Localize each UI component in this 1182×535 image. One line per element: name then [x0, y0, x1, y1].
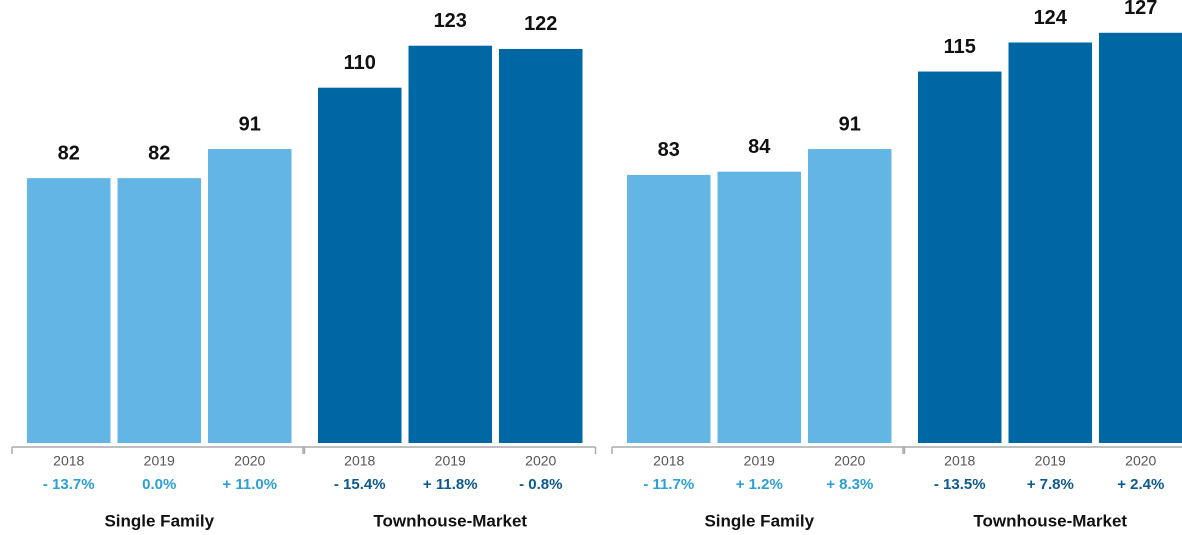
change-label: + 1.2% [736, 476, 783, 493]
year-label: 2020 [834, 453, 865, 469]
group-label: Townhouse-Market [973, 511, 1127, 530]
year-label: 2019 [435, 453, 466, 469]
bar [627, 174, 711, 443]
change-label: + 11.8% [423, 476, 478, 493]
change-label: + 7.8% [1027, 476, 1074, 493]
bar [318, 87, 402, 443]
value-label: 122 [524, 13, 557, 35]
change-label: - 15.4% [334, 476, 386, 493]
value-label: 84 [748, 136, 771, 158]
bar [208, 149, 292, 443]
change-label: - 13.7% [43, 476, 95, 493]
bar [1008, 42, 1092, 443]
group-label: Single Family [104, 511, 214, 530]
value-label: 82 [148, 142, 170, 164]
year-label: 2020 [234, 453, 265, 469]
change-label: - 0.8% [519, 476, 562, 493]
value-label: 82 [58, 142, 80, 164]
year-label: 2018 [944, 453, 975, 469]
change-label: + 8.3% [826, 476, 873, 493]
change-label: 0.0% [142, 476, 176, 493]
bar [717, 171, 801, 443]
bar [27, 178, 111, 443]
change-label: + 2.4% [1117, 476, 1164, 493]
bar [1099, 32, 1182, 443]
value-label: 91 [839, 113, 861, 135]
bar [918, 71, 1002, 444]
year-label: 2019 [744, 453, 775, 469]
value-label: 115 [944, 36, 976, 58]
value-label: 127 [1124, 0, 1157, 19]
group-label: Single Family [704, 511, 814, 530]
year-label: 2018 [53, 453, 84, 469]
value-label: 110 [344, 52, 376, 74]
year-label: 2020 [1125, 453, 1156, 469]
year-label: 2018 [344, 453, 375, 469]
change-label: - 13.5% [934, 476, 986, 493]
year-label: 2018 [653, 453, 684, 469]
value-label: 83 [658, 139, 680, 161]
group-label: Townhouse-Market [373, 511, 527, 530]
value-label: 124 [1034, 7, 1068, 29]
bar [408, 45, 492, 444]
value-label: 91 [239, 113, 261, 135]
year-label: 2020 [525, 453, 556, 469]
year-label: 2019 [1035, 453, 1066, 469]
bar [117, 178, 201, 443]
change-label: + 11.0% [222, 476, 277, 493]
change-label: - 11.7% [643, 476, 694, 493]
value-label: 123 [434, 10, 467, 32]
bar [808, 149, 892, 443]
bar [499, 48, 583, 443]
year-label: 2019 [144, 453, 175, 469]
